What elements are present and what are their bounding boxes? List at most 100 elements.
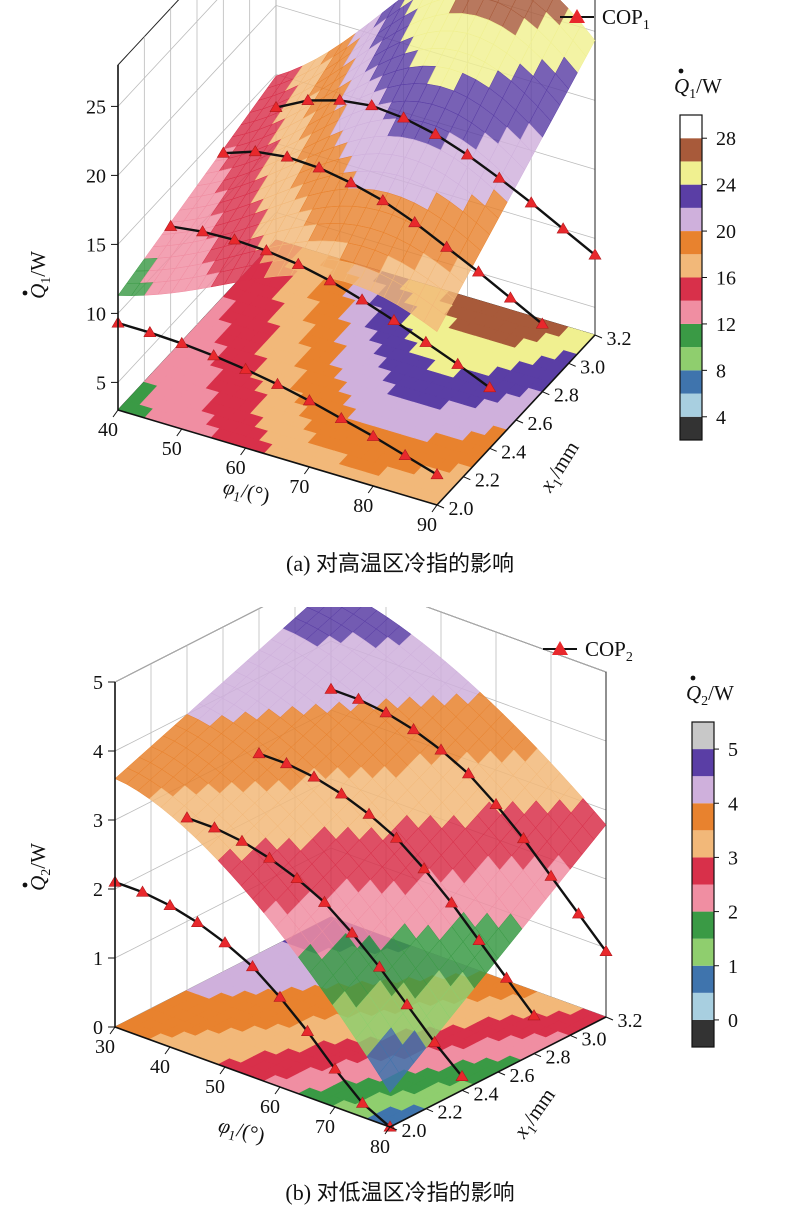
colorbar-segment — [692, 722, 714, 750]
cop-marker — [544, 869, 558, 881]
colorbar-segment — [680, 370, 702, 394]
cop-marker — [345, 926, 359, 938]
cop-marker — [455, 1069, 469, 1082]
z-axis-label-unit: /W — [26, 251, 50, 277]
x-tick-label: 70 — [315, 1116, 335, 1138]
x-tick-label: 40 — [150, 1056, 170, 1078]
y-tick-mark — [436, 504, 445, 509]
cop-marker — [588, 248, 602, 260]
x-axis-label-unit: /(°) — [239, 478, 272, 507]
z-tick-label: 20 — [86, 165, 106, 187]
cop-marker — [207, 821, 222, 833]
z-tick-label: 15 — [86, 234, 106, 256]
colorbar-tick-label: 12 — [716, 314, 736, 336]
cop-marker — [428, 127, 443, 139]
cop-marker — [196, 225, 210, 237]
colorbar: 4 8 12 16 20 24 28 Q1/W — [674, 68, 736, 441]
y-tick-mark — [489, 447, 497, 452]
y-tick-label: 2.6 — [510, 1065, 535, 1087]
cop-marker — [372, 960, 387, 972]
colorbar-title-sub: 2 — [701, 694, 708, 709]
surface — [117, 0, 596, 333]
x-tick-mark — [329, 1106, 336, 1115]
z-axis-label-sub: 2 — [39, 869, 54, 876]
legend-label: COP2 — [585, 637, 633, 665]
colorbar-segment — [680, 416, 702, 440]
cop-marker — [376, 194, 390, 206]
colorbar-segment — [680, 231, 702, 255]
x-tick-mark — [431, 504, 438, 513]
colorbar-title-sub: 1 — [689, 87, 696, 102]
cop-marker — [227, 233, 241, 245]
y-tick-label: 3.0 — [582, 1028, 607, 1050]
cop-marker — [398, 448, 412, 460]
cop-marker — [239, 362, 253, 374]
cop-marker — [355, 293, 369, 305]
colorbar-segment — [680, 347, 702, 371]
y-tick-mark — [463, 476, 471, 481]
cop-marker — [301, 93, 315, 105]
cop-marker — [472, 265, 486, 277]
y-axis-label-unit: /mm — [518, 1084, 560, 1129]
colorbar-segment — [680, 138, 702, 162]
cop-marker — [190, 915, 205, 927]
cop-marker — [492, 171, 506, 183]
z-axis-label-dot — [22, 290, 28, 296]
cop-marker — [312, 161, 326, 173]
cop-marker — [387, 313, 401, 325]
legend-label-main: COP — [602, 5, 643, 29]
cop-marker — [516, 832, 531, 844]
cop-marker — [207, 349, 221, 361]
colorbar-segment — [692, 776, 714, 804]
colorbar-frame — [691, 721, 715, 1048]
z-tick-label: 5 — [93, 672, 103, 694]
colorbar-segment — [680, 300, 702, 324]
cop-marker — [503, 291, 517, 303]
panel-a: 40 50 60 70 80 90 2.0 2.2 2.4 2.6 2.8 3.0 3.2 5 10 15 20… — [0, 0, 800, 600]
surface — [114, 607, 607, 1093]
y-tick-label: 3.2 — [607, 328, 632, 350]
cop-marker — [440, 240, 454, 252]
x-tick-mark — [109, 1026, 116, 1035]
y-tick-label: 2.6 — [528, 413, 553, 435]
x-axis-label-sub: 1 — [226, 1128, 236, 1144]
cop-marker — [328, 1062, 342, 1074]
y-tick-mark — [515, 419, 524, 424]
cop-marker — [556, 222, 570, 234]
y-tick-label: 2.8 — [554, 385, 579, 407]
y-tick-label: 2.2 — [475, 470, 500, 492]
x-tick-label: 80 — [353, 495, 373, 517]
colorbar-title-main: Q — [674, 74, 689, 98]
x-tick-mark — [274, 1086, 281, 1095]
colorbar-segment — [692, 857, 714, 885]
y-tick-label: 2.0 — [402, 1120, 427, 1142]
cop-marker — [483, 381, 497, 393]
cop-marker — [389, 831, 404, 843]
colorbar-tick-label: 2 — [728, 902, 738, 924]
y-axis-label-text: x1/mm — [534, 437, 587, 499]
colorbar-segment — [680, 184, 702, 208]
x-axis-label: φ1/(°) — [216, 1113, 267, 1148]
axes: 30 40 50 60 70 80 2.0 2.2 2.4 2.6 2.8 3.0 3.2 0 1 2 3 4 5 — [93, 672, 643, 1158]
cop-marker — [571, 907, 586, 919]
cop-marker — [216, 146, 230, 158]
x-tick-label: 50 — [162, 438, 182, 460]
x-tick-label: 70 — [289, 476, 309, 498]
cop-marker — [427, 1035, 442, 1047]
z-axis-label-main: Q — [26, 284, 50, 299]
surface-plot-b: 3040506070802.02.22.42.62.83.03.2012345φ… — [22, 607, 738, 1158]
cop-marker — [334, 787, 349, 799]
colorbar-segment — [680, 254, 702, 278]
cop-marker — [444, 896, 459, 908]
y-tick-label: 2.8 — [546, 1047, 571, 1069]
cop-marker — [290, 871, 304, 884]
y-tick-label: 3.2 — [618, 1010, 643, 1032]
cop-marker — [489, 797, 503, 809]
y-tick-label: 2.4 — [474, 1083, 499, 1105]
cop-marker — [317, 895, 332, 907]
colorbar-title-unit: /W — [696, 74, 722, 98]
colorbar-segment — [680, 207, 702, 232]
z-tick-label: 0 — [93, 1017, 103, 1039]
x-axis-label-unit: /(°) — [234, 1117, 267, 1147]
colorbar-segment — [680, 161, 702, 185]
